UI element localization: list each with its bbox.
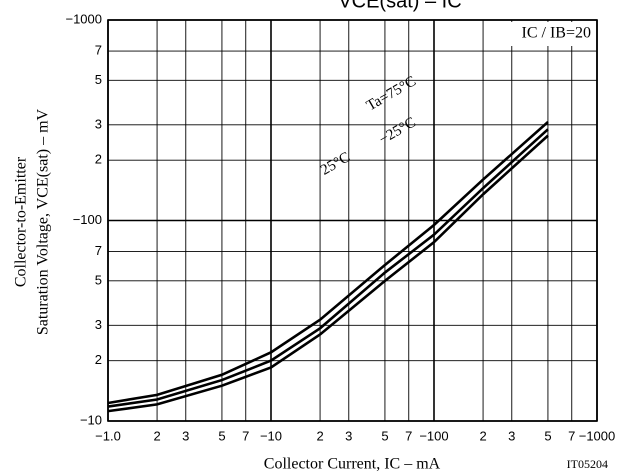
plot-frame — [107, 19, 598, 422]
x-tick-label: −10 — [260, 428, 282, 443]
y-tick-label: 7 — [95, 42, 102, 57]
x-tick-label: 7 — [405, 428, 412, 443]
x-tick-label: 7 — [568, 428, 575, 443]
series-line — [107, 121, 549, 405]
y-tick-label: −1000 — [65, 11, 102, 26]
x-tick-label: 2 — [479, 428, 486, 443]
chart-title: VCE(sat) – IC — [338, 0, 461, 12]
x-tick-label: 3 — [508, 428, 515, 443]
x-tick-label: 2 — [153, 428, 160, 443]
series-line — [107, 134, 549, 413]
x-tick-label: −1.0 — [95, 428, 121, 443]
annotation-box — [497, 22, 595, 46]
series-label: Ta=75°C — [364, 73, 419, 114]
figure-code: IT05204 — [567, 457, 608, 471]
y-tick-label: 3 — [95, 317, 102, 332]
y-tick-label: 5 — [95, 272, 102, 287]
x-tick-label: 7 — [242, 428, 249, 443]
y-tick-label: 5 — [95, 72, 102, 87]
x-tick-label: 2 — [316, 428, 323, 443]
series-label: 25°C — [318, 149, 353, 178]
y-axis-label: Collector-to-Emitter — [13, 156, 30, 287]
series-label: −25°C — [376, 115, 418, 149]
x-axis-label: Collector Current, IC – mA — [264, 456, 441, 472]
y-axis-label: Saturation Voltage, VCE(sat) – mV — [35, 108, 52, 335]
annotation: IC / IB=20 — [522, 25, 591, 42]
x-tick-label: −1000 — [579, 428, 616, 443]
x-tick-label: 5 — [544, 428, 551, 443]
series-line — [107, 128, 549, 408]
x-tick-label: 3 — [345, 428, 352, 443]
x-tick-label: 5 — [218, 428, 225, 443]
y-tick-label: 2 — [95, 352, 102, 367]
y-tick-label: 7 — [95, 243, 102, 258]
y-tick-label: −10 — [80, 412, 102, 427]
y-tick-label: 3 — [95, 116, 102, 131]
x-tick-label: 3 — [182, 428, 189, 443]
y-tick-label: −100 — [73, 212, 102, 227]
y-tick-label: 2 — [95, 152, 102, 167]
x-tick-label: 5 — [381, 428, 388, 443]
x-tick-label: −100 — [419, 428, 448, 443]
